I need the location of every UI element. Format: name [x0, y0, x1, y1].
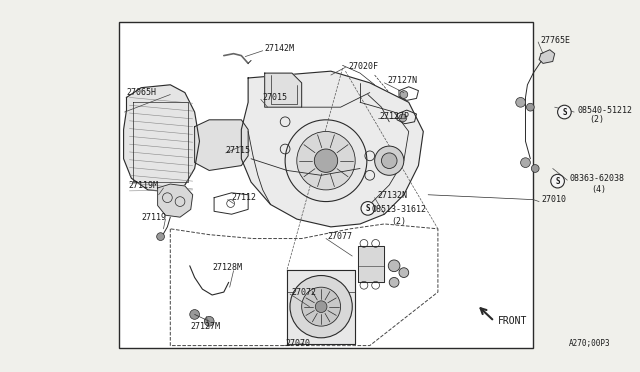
Polygon shape: [157, 184, 193, 217]
Text: A270;00P3: A270;00P3: [569, 339, 611, 348]
Circle shape: [361, 202, 374, 215]
Text: (4): (4): [591, 185, 607, 195]
Polygon shape: [358, 246, 385, 282]
Text: 27132N: 27132N: [378, 191, 408, 200]
Text: 08513-31612: 08513-31612: [372, 205, 427, 214]
Circle shape: [527, 103, 534, 111]
Text: 27142M: 27142M: [265, 44, 294, 53]
Circle shape: [285, 120, 367, 202]
Polygon shape: [124, 85, 200, 192]
Text: 27072: 27072: [292, 288, 317, 296]
Text: 27127M: 27127M: [191, 322, 221, 331]
Circle shape: [297, 132, 355, 190]
Text: 08363-62038: 08363-62038: [569, 174, 624, 183]
Circle shape: [316, 301, 327, 312]
Text: 27115: 27115: [226, 147, 251, 155]
Text: 27119M: 27119M: [129, 180, 159, 189]
Polygon shape: [287, 270, 355, 344]
Circle shape: [531, 164, 539, 172]
Text: 27128M: 27128M: [212, 263, 242, 272]
Text: S: S: [365, 204, 370, 213]
Text: 27010: 27010: [541, 195, 566, 204]
Circle shape: [374, 146, 404, 175]
Text: 27127N: 27127N: [387, 76, 417, 86]
Text: 27015: 27015: [263, 93, 288, 102]
Circle shape: [388, 260, 400, 272]
Text: S: S: [556, 177, 560, 186]
Circle shape: [301, 287, 340, 326]
Polygon shape: [539, 50, 555, 63]
Circle shape: [516, 97, 525, 107]
Text: S: S: [562, 108, 566, 116]
Text: 27020F: 27020F: [348, 62, 378, 71]
Circle shape: [551, 174, 564, 188]
Polygon shape: [195, 120, 248, 170]
Text: 08540-51212: 08540-51212: [577, 106, 632, 115]
Text: FRONT: FRONT: [498, 316, 527, 326]
Circle shape: [314, 149, 338, 172]
Circle shape: [399, 268, 409, 278]
Text: (2): (2): [391, 217, 406, 225]
Text: 27070: 27070: [285, 339, 310, 348]
Circle shape: [389, 278, 399, 287]
Text: 27127P: 27127P: [380, 112, 410, 121]
Circle shape: [399, 114, 407, 122]
Circle shape: [381, 153, 397, 169]
Polygon shape: [241, 71, 423, 227]
Text: 27065H: 27065H: [127, 88, 157, 97]
Polygon shape: [265, 73, 301, 107]
Circle shape: [290, 276, 352, 338]
Circle shape: [520, 158, 531, 167]
Text: (2): (2): [589, 115, 605, 124]
Bar: [118, 22, 533, 347]
Text: 27119: 27119: [141, 213, 166, 222]
Circle shape: [204, 317, 214, 326]
Circle shape: [189, 310, 200, 319]
Circle shape: [400, 91, 408, 99]
Text: 27765E: 27765E: [540, 36, 570, 45]
Text: 27112: 27112: [232, 193, 257, 202]
Circle shape: [157, 233, 164, 240]
Circle shape: [557, 105, 572, 119]
Text: 27077: 27077: [327, 232, 352, 241]
